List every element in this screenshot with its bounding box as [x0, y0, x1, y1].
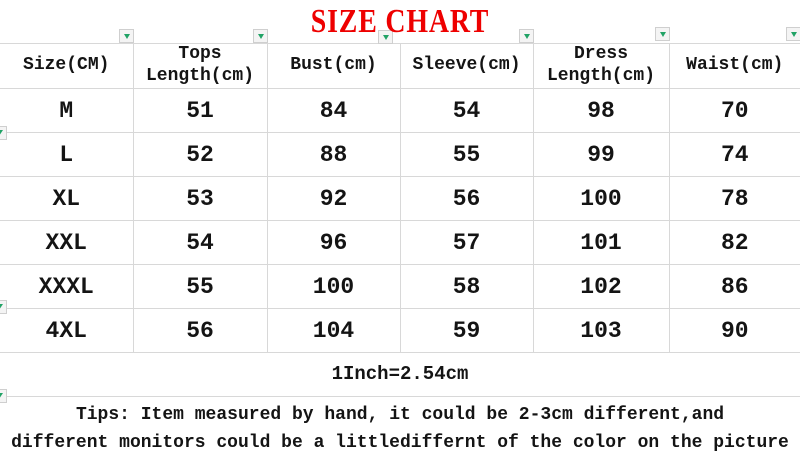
filter-dropdown-icon[interactable]: [786, 27, 800, 41]
table-row: L 52 88 55 99 74: [0, 132, 800, 177]
value-cell: 52: [132, 132, 268, 177]
size-label-cell: M: [0, 88, 134, 133]
page-title: SIZE CHART: [310, 3, 490, 40]
value-cell: 98: [532, 88, 670, 133]
chevron-down-icon: [257, 34, 264, 39]
value-cell: 56: [399, 176, 534, 221]
value-cell: 92: [266, 176, 401, 221]
value-cell: 100: [266, 264, 401, 309]
chevron-down-icon: [523, 34, 530, 39]
chevron-down-icon: [790, 32, 797, 37]
chevron-down-icon: [659, 32, 666, 37]
size-label-cell: XXL: [0, 220, 134, 265]
value-cell: 96: [266, 220, 401, 265]
value-cell: 84: [266, 88, 401, 133]
value-cell: 86: [668, 264, 800, 309]
value-cell: 51: [132, 88, 268, 133]
tips-line-1: Tips: Item measured by hand, it could be…: [75, 405, 725, 425]
chevron-down-icon: [0, 304, 3, 310]
column-header-bust: Bust(cm): [266, 43, 401, 89]
value-cell: 100: [532, 176, 670, 221]
size-label-cell: XL: [0, 176, 134, 221]
chevron-down-icon: [382, 35, 389, 40]
size-table: Size(CM) Tops Length(cm) Bust(cm) Sleeve…: [0, 43, 800, 353]
filter-dropdown-icon: [0, 389, 7, 403]
value-cell: 70: [668, 88, 800, 133]
filter-dropdown-icon: [0, 126, 7, 140]
chevron-down-icon: [0, 130, 3, 136]
size-label-cell: L: [0, 132, 134, 177]
tips-line-2: different monitors could be a littlediff…: [11, 433, 789, 453]
value-cell: 55: [132, 264, 268, 309]
chevron-down-icon: [123, 34, 130, 39]
column-header-tops-length: Tops Length(cm): [132, 43, 268, 89]
value-cell: 59: [399, 308, 534, 353]
size-label-cell: XXXL: [0, 264, 134, 309]
table-row: XL 53 92 56 100 78: [0, 176, 800, 221]
chevron-down-icon: [0, 393, 3, 399]
filter-dropdown-icon[interactable]: [655, 27, 670, 41]
conversion-note: 1Inch=2.54cm: [0, 353, 800, 397]
filter-dropdown-icon[interactable]: [119, 29, 134, 43]
value-cell: 101: [532, 220, 670, 265]
value-cell: 90: [668, 308, 800, 353]
value-cell: 78: [668, 176, 800, 221]
value-cell: 55: [399, 132, 534, 177]
table-row: XXXL 55 100 58 102 86: [0, 264, 800, 309]
filter-dropdown-icon: [0, 300, 7, 314]
header-row: Size(CM) Tops Length(cm) Bust(cm) Sleeve…: [0, 43, 800, 89]
table-row: 4XL 56 104 59 103 90: [0, 308, 800, 353]
value-cell: 104: [266, 308, 401, 353]
tips-text: Tips: Item measured by hand, it could be…: [0, 401, 800, 457]
column-header-waist: Waist(cm): [668, 43, 800, 89]
column-header-dress-length: Dress Length(cm): [532, 43, 670, 89]
table-row: XXL 54 96 57 101 82: [0, 220, 800, 265]
value-cell: 54: [132, 220, 268, 265]
filter-dropdown-icon[interactable]: [253, 29, 268, 43]
table-row: M 51 84 54 98 70: [0, 88, 800, 133]
value-cell: 57: [399, 220, 534, 265]
value-cell: 53: [132, 176, 268, 221]
value-cell: 58: [399, 264, 534, 309]
value-cell: 99: [532, 132, 670, 177]
size-label-cell: 4XL: [0, 308, 134, 353]
column-header-sleeve: Sleeve(cm): [399, 43, 534, 89]
value-cell: 102: [532, 264, 670, 309]
filter-dropdown-icon[interactable]: [378, 30, 393, 44]
value-cell: 103: [532, 308, 670, 353]
value-cell: 82: [668, 220, 800, 265]
value-cell: 74: [668, 132, 800, 177]
value-cell: 54: [399, 88, 534, 133]
column-header-size: Size(CM): [0, 43, 134, 89]
value-cell: 88: [266, 132, 401, 177]
value-cell: 56: [132, 308, 268, 353]
filter-dropdown-icon[interactable]: [519, 29, 534, 43]
